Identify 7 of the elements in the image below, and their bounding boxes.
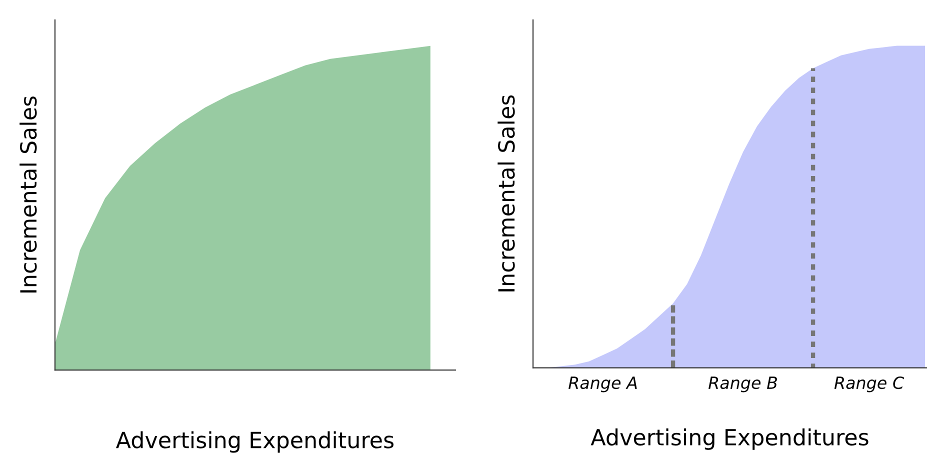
x-tick-label: Range C — [834, 376, 904, 392]
x-tick-label: Range A — [568, 376, 637, 392]
x-axis-title: Advertising Expenditures — [590, 428, 868, 450]
y-axis-title: Incremental Sales — [498, 95, 515, 292]
x-tick-label: Range B — [708, 376, 777, 392]
x-axis-title: Advertising Expenditures — [116, 431, 394, 453]
y-axis-title: Incremental Sales — [20, 96, 37, 292]
